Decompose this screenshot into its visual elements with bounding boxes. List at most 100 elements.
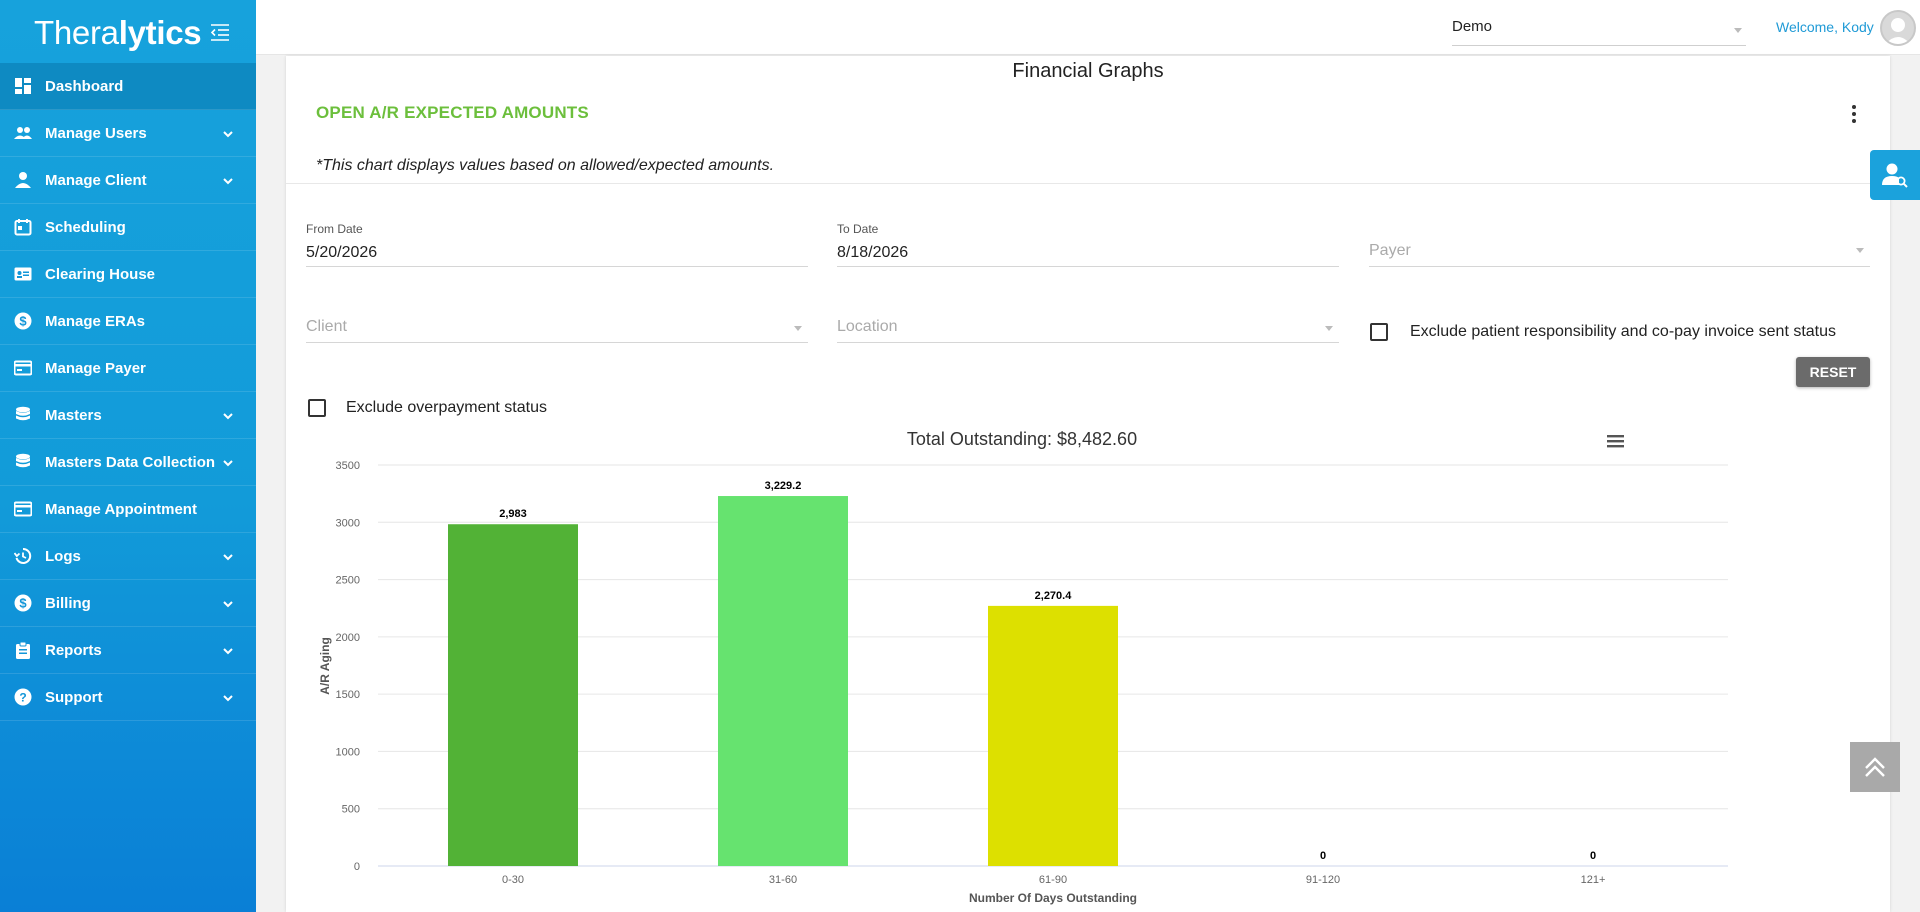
reset-button[interactable]: RESET — [1796, 357, 1870, 387]
dollar-circle-icon: $ — [14, 312, 32, 330]
svg-text:$: $ — [19, 596, 27, 611]
sidebar-item-label: Support — [45, 688, 103, 706]
sidebar-item-manage-eras[interactable]: $ Manage ERAs — [0, 298, 256, 345]
sidebar-item-label: Manage Client — [45, 171, 147, 189]
exclude-overpayment-label: Exclude overpayment status — [346, 399, 547, 416]
bar-data-label: 0 — [1590, 850, 1596, 862]
section-title: OPEN A/R EXPECTED AMOUNTS — [316, 103, 589, 122]
scroll-to-top-button[interactable] — [1850, 742, 1900, 792]
y-tick-label: 3500 — [336, 460, 360, 472]
logo-text-light: Thera — [34, 14, 119, 51]
from-date-field[interactable]: From Date 5/20/2026 — [306, 222, 808, 267]
sidebar-item-manage-client[interactable]: Manage Client — [0, 157, 256, 204]
sidebar-item-label: Manage Appointment — [45, 500, 197, 518]
logo-bar: Theralytics — [0, 0, 256, 63]
exclude-overpayment-checkbox[interactable] — [308, 399, 326, 417]
x-axis-title: Number Of Days Outstanding — [969, 891, 1137, 905]
svg-text:?: ? — [19, 691, 26, 705]
clipboard-icon — [14, 641, 32, 659]
y-axis-title: A/R Aging — [318, 637, 332, 695]
users-icon — [14, 124, 32, 142]
x-tick-label: 61-90 — [1039, 874, 1067, 886]
sidebar-item-label: Scheduling — [45, 218, 126, 236]
theralytics-logo[interactable]: Theralytics — [34, 14, 202, 52]
history-icon — [14, 547, 32, 565]
more-vert-icon[interactable] — [1844, 102, 1864, 126]
sidebar-item-dashboard[interactable]: Dashboard — [0, 63, 256, 110]
person-icon — [14, 171, 32, 189]
sidebar-item-masters[interactable]: Masters — [0, 392, 256, 439]
sidebar-item-manage-users[interactable]: Manage Users — [0, 110, 256, 157]
chevron-down-icon — [222, 597, 234, 609]
to-date-label: To Date — [837, 222, 879, 236]
location-select[interactable]: Location — [837, 298, 1339, 343]
sidebar-item-logs[interactable]: Logs — [0, 533, 256, 580]
location-placeholder: Location — [837, 318, 898, 335]
sidebar-item-label: Masters — [45, 406, 102, 424]
user-avatar-icon — [1885, 18, 1911, 44]
sidebar-item-reports[interactable]: Reports — [0, 627, 256, 674]
payer-select[interactable]: Payer — [1369, 222, 1870, 267]
sidebar-item-manage-appointment[interactable]: Manage Appointment — [0, 486, 256, 533]
dollar-circle-icon: $ — [14, 594, 32, 612]
avatar[interactable] — [1880, 10, 1916, 46]
id-card-icon — [14, 265, 32, 283]
chart-title: Total Outstanding: $8,482.60 — [907, 429, 1137, 449]
database-icon — [14, 453, 32, 471]
exclude-patient-responsibility-label: Exclude patient responsibility and co-pa… — [1410, 323, 1837, 340]
bar-data-label: 3,229.2 — [765, 480, 802, 492]
sidebar-item-support[interactable]: ? Support — [0, 674, 256, 721]
sidebar-item-manage-payer[interactable]: Manage Payer — [0, 345, 256, 392]
to-date-value: 8/18/2026 — [837, 244, 909, 261]
logo-text-bold: lytics — [118, 14, 202, 51]
user-search-icon — [1882, 163, 1908, 188]
sidebar-item-label: Dashboard — [45, 77, 124, 95]
divider — [286, 183, 1890, 184]
financial-graphs-card: Financial Graphs OPEN A/R EXPECTED AMOUN… — [286, 56, 1890, 912]
user-search-button[interactable] — [1870, 150, 1920, 200]
exclude-patient-responsibility-checkbox[interactable] — [1370, 323, 1388, 341]
sidebar-item-label: Logs — [45, 547, 81, 565]
database-icon — [14, 406, 32, 424]
payment-card-icon — [14, 359, 32, 377]
client-select[interactable]: Client — [306, 298, 808, 343]
organization-select[interactable]: Demo — [1452, 12, 1746, 46]
calendar-icon — [14, 218, 32, 236]
y-tick-label: 0 — [354, 861, 360, 873]
sidebar-item-label: Clearing House — [45, 265, 156, 283]
chevron-down-icon — [794, 326, 802, 331]
sidebar-item-label: Manage ERAs — [45, 312, 146, 330]
sidebar: Theralytics Dashboard Manage Users Manage … — [0, 0, 256, 912]
welcome-user-link[interactable]: Welcome, Kody — [1776, 19, 1874, 35]
client-placeholder: Client — [306, 318, 347, 335]
bar-31-60 — [718, 496, 848, 866]
y-tick-label: 1500 — [336, 689, 360, 701]
collapse-menu-icon[interactable] — [209, 21, 231, 43]
x-tick-label: 31-60 — [769, 874, 797, 886]
dashboard-icon — [14, 77, 32, 95]
payment-card-icon — [14, 500, 32, 518]
chart-menu-icon[interactable] — [1607, 435, 1624, 448]
page-title: Financial Graphs — [1012, 60, 1164, 82]
to-date-field[interactable]: To Date 8/18/2026 — [837, 222, 1339, 267]
chevron-down-icon — [222, 550, 234, 562]
x-tick-label: 91-120 — [1306, 874, 1340, 886]
chevron-down-icon — [1856, 248, 1864, 253]
x-tick-label: 0-30 — [502, 874, 524, 886]
chevron-down-icon — [222, 127, 234, 139]
payer-placeholder: Payer — [1369, 242, 1411, 259]
chevron-down-icon — [222, 456, 234, 468]
sidebar-nav: Dashboard Manage Users Manage Client Schedu… — [0, 63, 256, 721]
sidebar-item-billing[interactable]: $ Billing — [0, 580, 256, 627]
chevron-down-icon — [222, 409, 234, 421]
bar-0-30 — [448, 524, 578, 866]
sidebar-item-masters-data-collection[interactable]: Masters Data Collection — [0, 439, 256, 486]
sidebar-item-clearing-house[interactable]: Clearing House — [0, 251, 256, 298]
chart-menu-icon-line — [1607, 435, 1624, 438]
bar-data-label: 2,983 — [499, 508, 527, 520]
topbar: Demo Welcome, Kody — [256, 0, 1920, 55]
y-tick-label: 500 — [342, 804, 360, 816]
from-date-label: From Date — [306, 222, 363, 236]
bar-data-label: 2,270.4 — [1035, 590, 1073, 602]
sidebar-item-scheduling[interactable]: Scheduling — [0, 204, 256, 251]
